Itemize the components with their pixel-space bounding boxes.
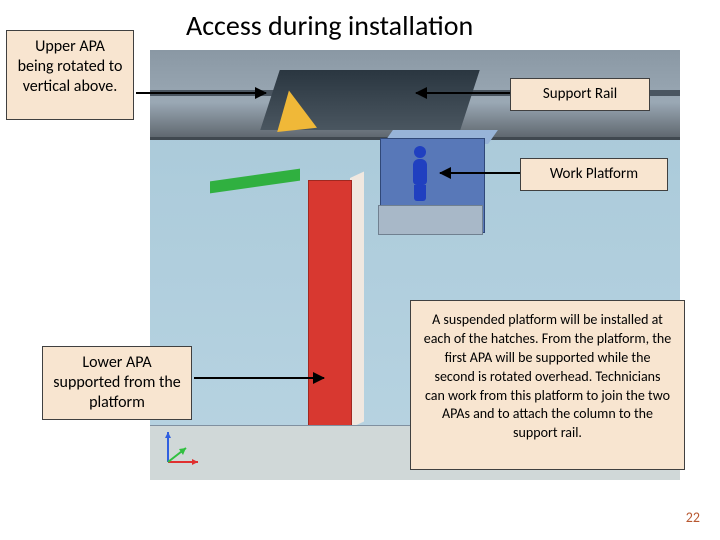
page-number: 22: [686, 509, 700, 526]
work-platform-front: [378, 205, 483, 235]
technician-figure: [413, 146, 427, 201]
lower-apa-panel: [308, 180, 352, 430]
callout-lower-apa: Lower APA supported from the platform: [42, 346, 192, 420]
upper-apa-rotating: [273, 88, 317, 132]
arrow-upper-apa: [136, 92, 266, 94]
arrow-work-platform: [440, 172, 520, 174]
callout-work-platform: Work Platform: [520, 158, 668, 191]
arrow-support-rail: [416, 92, 510, 94]
green-beam: [210, 169, 300, 194]
callout-support-rail: Support Rail: [510, 78, 650, 111]
callout-description: A suspended platform will be installed a…: [410, 300, 685, 470]
lower-apa-panel-side: [350, 171, 364, 428]
arrow-lower-apa: [194, 377, 324, 379]
callout-upper-apa: Upper APA being rotated to vertical abov…: [6, 30, 134, 120]
slide-title: Access during installation: [186, 8, 473, 43]
coordinate-axes-icon: [158, 422, 208, 472]
